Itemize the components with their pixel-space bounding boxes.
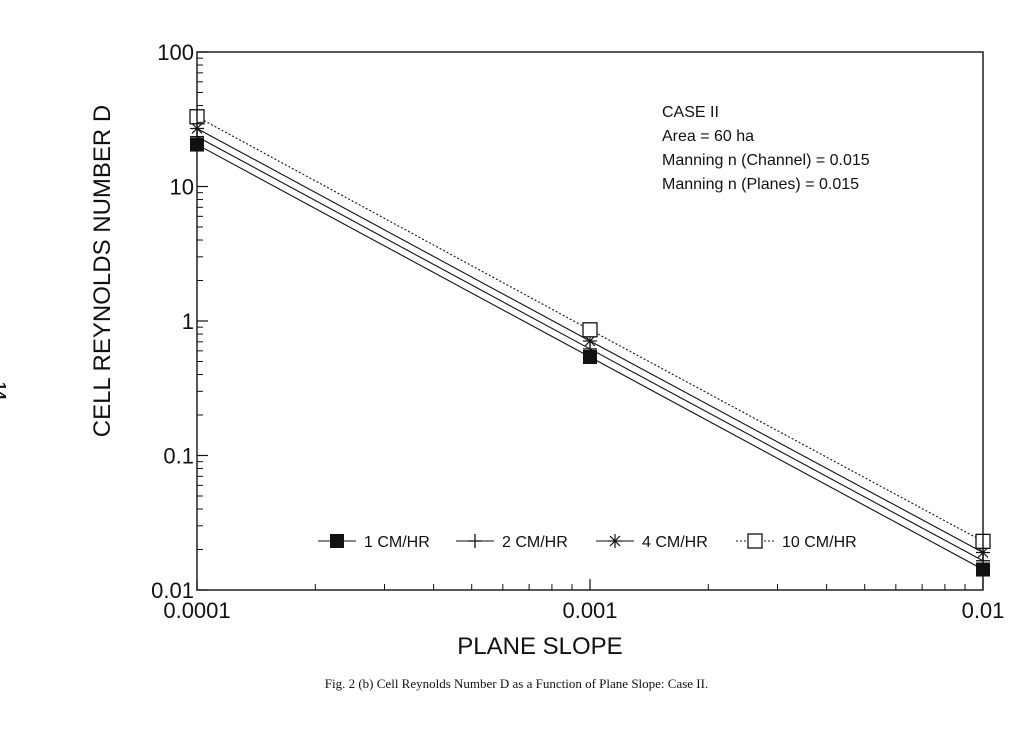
annotation-line: CASE II [662,104,719,121]
data-point-series-4 [582,322,598,338]
x-tick-label: 0.01 [962,598,1005,623]
plot-frame [196,51,984,591]
data-point-series-1 [583,349,597,364]
axes-layer: 0.0001 0.001 0.01 0.01 0.1 1 10 100 PLANE SLOPE C… [89,40,1004,660]
annotation-box: CASE II Area = 60 ha Manning n (Channel) =… [662,104,870,193]
legend-marker [468,534,482,548]
open-square-marker [582,322,598,338]
y-tick-label: 10 [170,175,194,200]
filled-square-marker [330,534,344,548]
open-square-marker [747,533,763,549]
legend-label: 1 CM/HR [364,534,430,551]
y-axis-label: CELL REYNOLDS NUMBER D [89,105,116,438]
legend-label: 4 CM/HR [642,534,708,551]
asterisk-marker-d2 [609,535,621,547]
legend-item: 10 CM/HR [736,533,857,551]
annotation-line: Manning n (Channel) = 0.015 [662,152,870,169]
y-tick-label: 100 [157,40,194,65]
y-tick-label: 0.1 [163,444,194,469]
asterisk-marker-d2 [584,335,596,347]
legend-item: 2 CM/HR [456,534,568,551]
data-point-series-3 [583,334,597,349]
legend-label: 10 CM/HR [782,534,857,551]
legend-label: 2 CM/HR [502,534,568,551]
series-layer [189,109,991,577]
figure-caption: Fig. 2 (b) Cell Reynolds Number D as a F… [324,676,709,691]
y-tick-label: 1 [182,309,194,334]
series-line-4 [196,116,984,542]
legend-item: 1 CM/HR [318,534,430,551]
y-tick-label: 0.01 [151,578,194,603]
annotation-line: Area = 60 ha [662,128,754,145]
x-tick-label: 0.001 [562,598,617,623]
legend-item: 4 CM/HR [596,534,708,551]
x-axis-label: PLANE SLOPE [457,633,622,660]
annotation-line: Manning n (Planes) = 0.015 [662,176,859,193]
chart: 0.0001 0.001 0.01 0.01 0.1 1 10 100 PLANE SLOPE C… [89,40,1004,660]
legend: 1 CM/HR 2 CM/HR 4 CM/HR 10 CM/HR [318,533,857,551]
x-tick-label: 0.0001 [163,598,230,623]
legend-marker [747,533,763,549]
legend-marker [608,534,622,548]
filled-square-marker [583,349,597,364]
legend-marker [330,534,344,548]
